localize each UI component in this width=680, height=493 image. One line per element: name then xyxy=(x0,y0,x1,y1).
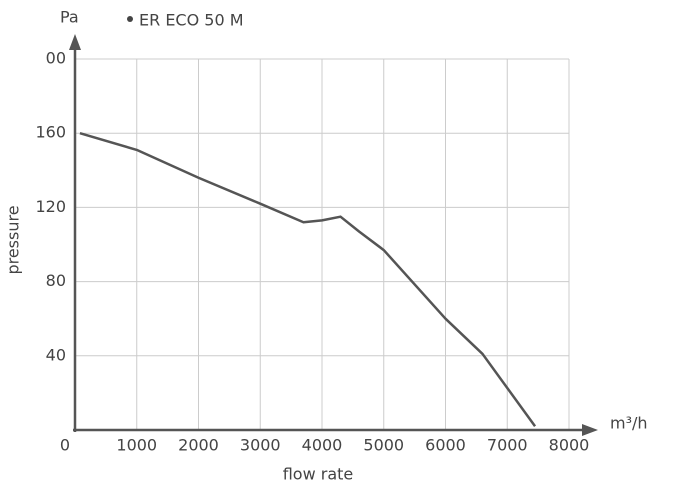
x-tick-label: 3000 xyxy=(240,436,281,455)
x-tick-label: 1000 xyxy=(116,436,157,455)
y-tick-label: 80 xyxy=(46,271,66,290)
x-axis-arrow xyxy=(582,424,598,436)
legend-bullet xyxy=(127,16,133,22)
legend-label: ER ECO 50 M xyxy=(139,11,244,30)
y-unit: Pa xyxy=(60,8,79,27)
x-unit: m³/h xyxy=(610,414,648,433)
x-tick-label: 8000 xyxy=(549,436,590,455)
y-tick-label: 160 xyxy=(35,123,66,142)
y-axis-title: pressure xyxy=(4,205,23,274)
x-tick-label: 2000 xyxy=(178,436,219,455)
x-tick-label: 0 xyxy=(60,436,70,455)
x-tick-label: 6000 xyxy=(425,436,466,455)
y-tick-label: 00 xyxy=(46,49,66,68)
x-tick-label: 4000 xyxy=(302,436,343,455)
y-axis-arrow xyxy=(69,34,81,50)
x-tick-label: 5000 xyxy=(363,436,404,455)
data-line xyxy=(79,132,537,428)
y-tick-label: 120 xyxy=(35,197,66,216)
y-tick-label: 40 xyxy=(46,345,66,364)
x-tick-label: 7000 xyxy=(487,436,528,455)
x-axis-title: flow rate xyxy=(283,465,354,484)
